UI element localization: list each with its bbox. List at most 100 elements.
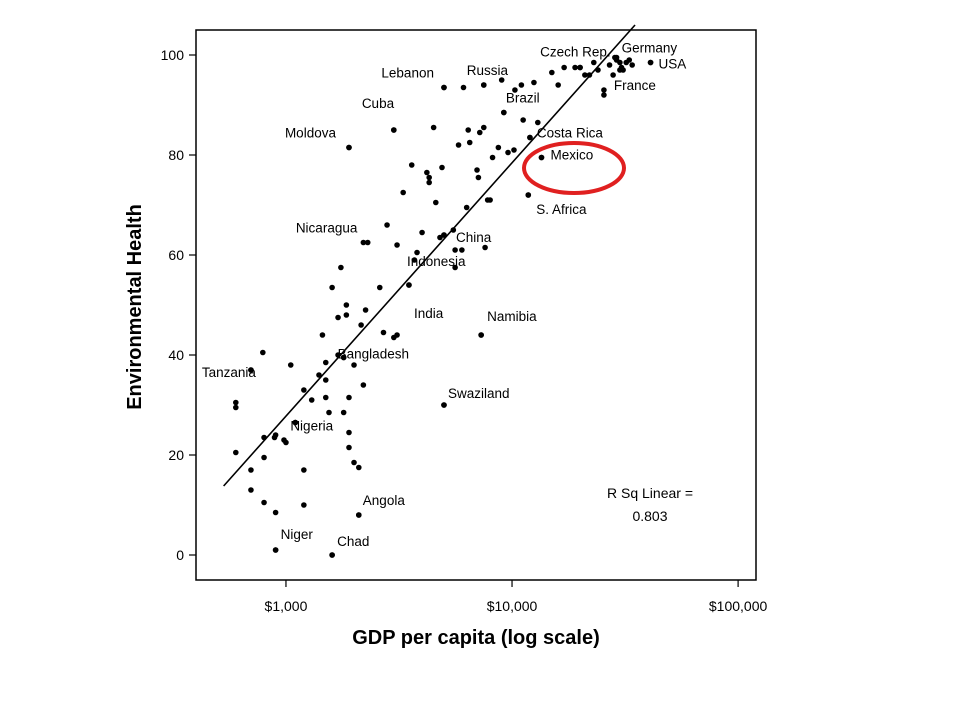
data-point xyxy=(414,249,420,256)
data-point xyxy=(233,449,239,456)
data-point xyxy=(248,467,254,473)
y-tick-label: 40 xyxy=(168,347,184,363)
labeled-point xyxy=(394,332,400,338)
labeled-point xyxy=(501,109,507,116)
point-label: USA xyxy=(659,57,687,72)
point-label: Indonesia xyxy=(407,254,466,269)
point-label: Costa Rica xyxy=(537,126,604,141)
data-point xyxy=(595,67,601,73)
point-label: India xyxy=(414,306,444,321)
point-label: Namibia xyxy=(487,309,537,324)
labeled-point xyxy=(525,192,532,198)
data-point xyxy=(463,204,470,211)
point-label: Chad xyxy=(337,534,369,549)
data-point xyxy=(233,399,239,406)
data-point xyxy=(411,257,418,263)
data-point xyxy=(586,72,593,78)
data-point xyxy=(610,72,616,78)
point-label: Nigeria xyxy=(290,419,333,434)
data-point xyxy=(233,404,239,411)
r-squared-line-2: 0.803 xyxy=(632,508,667,524)
data-point xyxy=(335,314,341,321)
labeled-point xyxy=(292,419,299,426)
x-tick-label: $100,000 xyxy=(709,598,768,614)
point-label: Russia xyxy=(467,63,509,78)
data-point xyxy=(512,87,518,93)
data-point xyxy=(316,372,322,378)
data-point xyxy=(489,154,496,161)
data-point xyxy=(335,352,341,358)
data-point xyxy=(572,64,578,71)
labeled-point xyxy=(538,154,545,161)
data-point xyxy=(376,284,383,291)
labeled-point xyxy=(346,144,352,151)
labeled-point xyxy=(480,82,487,88)
labeled-point xyxy=(391,127,397,133)
data-point xyxy=(408,162,415,168)
point-label: Moldova xyxy=(285,126,337,141)
data-point xyxy=(549,69,555,76)
data-point xyxy=(450,227,457,233)
data-point xyxy=(329,284,335,291)
data-point xyxy=(582,72,588,78)
point-label: Bangladesh xyxy=(338,347,409,362)
y-tick-label: 60 xyxy=(168,247,184,263)
regression-line xyxy=(223,24,636,487)
data-point xyxy=(326,409,332,416)
data-point xyxy=(301,467,307,473)
data-point xyxy=(606,62,613,68)
data-point xyxy=(482,244,488,251)
data-point xyxy=(629,62,635,68)
data-point xyxy=(340,409,347,416)
data-point xyxy=(338,264,344,271)
data-point xyxy=(424,169,430,176)
data-point xyxy=(518,82,525,88)
data-point xyxy=(430,124,437,131)
plot-frame xyxy=(195,29,757,581)
labeled-point xyxy=(647,59,654,66)
data-point xyxy=(591,59,597,66)
r-squared-line-1: R Sq Linear = xyxy=(607,485,693,501)
data-point xyxy=(322,359,329,366)
data-point xyxy=(322,394,329,401)
data-point xyxy=(261,454,267,461)
data-point xyxy=(308,397,315,403)
data-point xyxy=(419,229,425,236)
data-point xyxy=(426,174,432,181)
y-axis-title: Environmental Health xyxy=(124,204,146,410)
point-label: China xyxy=(456,230,492,245)
data-point xyxy=(474,167,480,173)
data-point xyxy=(358,322,364,328)
point-label: Brazil xyxy=(506,91,540,106)
labeled-point xyxy=(356,512,362,518)
data-point xyxy=(452,264,458,271)
labeled-point xyxy=(441,232,447,238)
labeled-point xyxy=(248,367,254,373)
data-point xyxy=(346,444,352,451)
data-point xyxy=(343,302,350,308)
data-point xyxy=(283,439,289,446)
data-point xyxy=(364,239,371,246)
data-point xyxy=(475,174,482,181)
labeled-point xyxy=(360,239,367,246)
data-point xyxy=(272,432,279,438)
data-point xyxy=(498,77,505,83)
point-label: Lebanon xyxy=(381,66,434,81)
x-tick-label: $1,000 xyxy=(265,598,308,614)
data-point xyxy=(301,387,307,393)
data-point xyxy=(534,119,541,126)
data-point xyxy=(380,329,387,336)
data-point xyxy=(248,487,254,493)
point-label: Niger xyxy=(281,527,314,542)
data-point xyxy=(432,199,439,206)
x-axis-title: GDP per capita (log scale) xyxy=(352,627,600,649)
labeled-point xyxy=(613,54,620,61)
data-point xyxy=(400,189,406,196)
data-point xyxy=(511,147,517,153)
y-tick-label: 100 xyxy=(161,47,185,63)
point-label: Swaziland xyxy=(448,386,510,401)
point-label: Mexico xyxy=(550,148,593,163)
point-label: Cuba xyxy=(362,96,395,111)
